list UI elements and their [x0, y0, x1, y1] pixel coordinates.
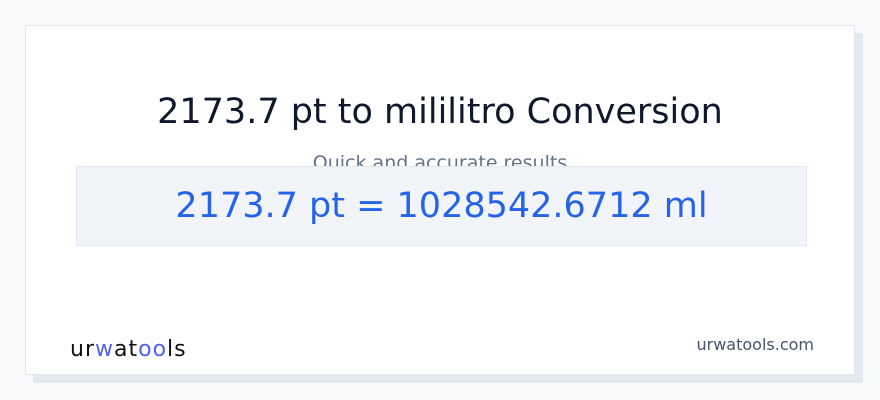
page-title: 2173.7 pt to mililitro Conversion — [157, 92, 723, 132]
logo-part: oo — [138, 337, 168, 362]
logo-part: ur — [70, 337, 95, 362]
urwatools-logo: urwatools — [70, 337, 187, 362]
logo-part: ls — [167, 337, 187, 362]
result-box: 2173.7 pt = 1028542.6712 ml — [76, 166, 807, 246]
result-text: 2173.7 pt = 1028542.6712 ml — [175, 186, 708, 226]
logo-part: w — [95, 337, 114, 362]
logo-part: at — [114, 337, 139, 362]
site-url: urwatools.com — [696, 335, 815, 354]
conversion-card: 2173.7 pt to mililitro Conversion Quick … — [25, 25, 855, 375]
